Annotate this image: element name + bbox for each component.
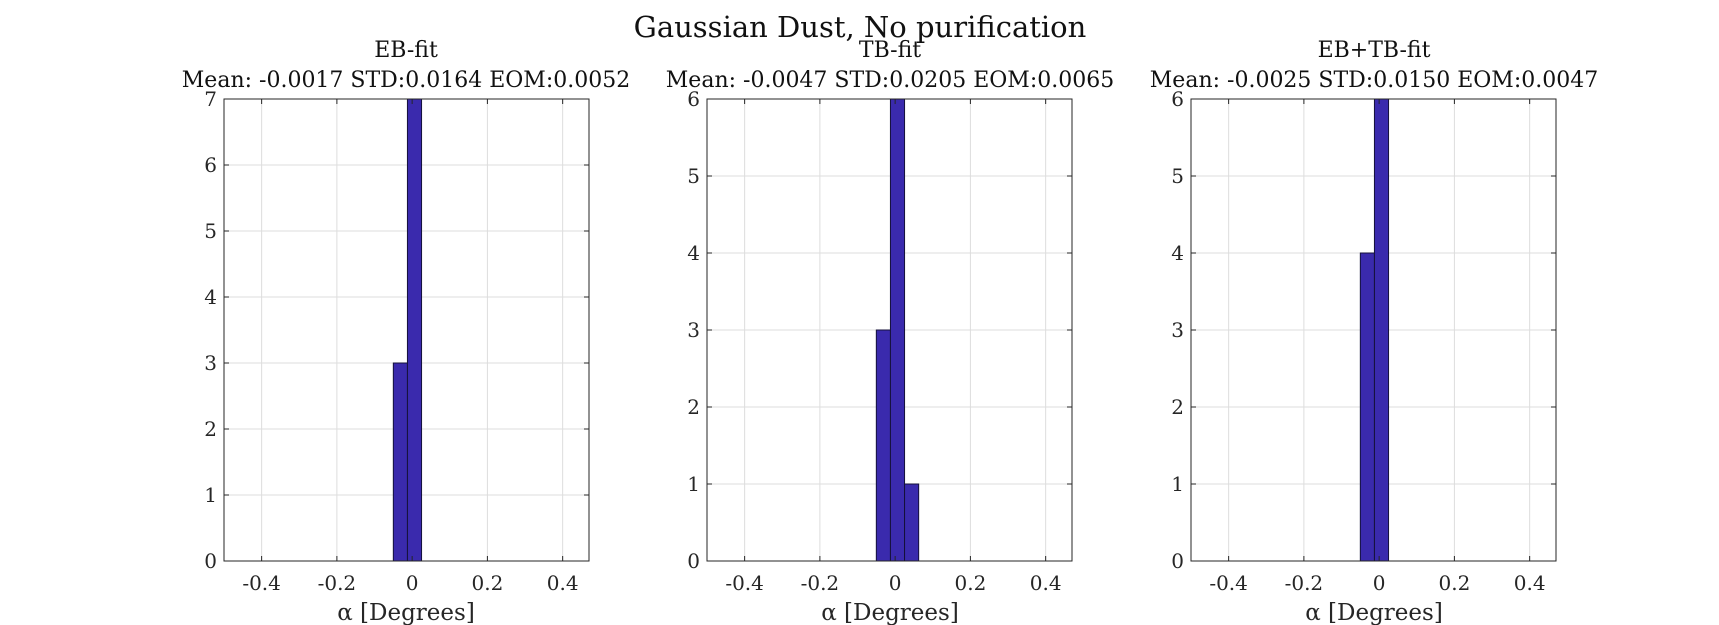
y-tick-label: 5	[687, 164, 700, 188]
panel-title: EB+TB-fit	[1318, 38, 1431, 63]
histogram-bar	[889, 98, 906, 562]
y-tick-label: 4	[1171, 241, 1184, 265]
y-tick-label: 4	[204, 285, 217, 309]
y-tick-label: 6	[1171, 87, 1184, 111]
x-tick-label: 0.2	[471, 571, 503, 595]
panel-tb-fit: TB-fit Mean: -0.0047 STD:0.0205 EOM:0.00…	[666, 38, 1114, 625]
x-tick-label: -0.2	[801, 571, 840, 595]
x-tick-label: -0.2	[318, 571, 357, 595]
panel-stats: Mean: -0.0025 STD:0.0150 EOM:0.0047	[1150, 68, 1598, 93]
y-tick-label: 1	[1171, 472, 1184, 496]
histogram-bar	[1373, 98, 1390, 562]
x-tick-label: 0.2	[1438, 571, 1470, 595]
histogram-bar	[392, 362, 408, 562]
x-tick-label: 0.4	[1514, 571, 1546, 595]
x-tick-label: 0	[406, 571, 419, 595]
y-tick-label: 2	[1171, 395, 1184, 419]
y-tick-label: 1	[204, 483, 217, 507]
panel-title: EB-fit	[374, 38, 438, 63]
histogram-bar	[904, 483, 920, 562]
x-tick-label: -0.4	[242, 571, 281, 595]
y-tick-label: 0	[687, 549, 700, 573]
x-tick-label: 0.2	[954, 571, 986, 595]
panel-title: TB-fit	[859, 38, 921, 63]
histogram-bar	[406, 98, 423, 562]
x-tick-label: 0	[889, 571, 902, 595]
figure-title: Gaussian Dust, No purification	[634, 10, 1087, 44]
y-tick-label: 7	[204, 87, 217, 111]
y-tick-label: 5	[1171, 164, 1184, 188]
panel-eb-fit: EB-fit Mean: -0.0017 STD:0.0164 EOM:0.00…	[182, 38, 630, 625]
y-tick-label: 3	[687, 318, 700, 342]
x-axis-label: α [Degrees]	[337, 600, 475, 625]
plot-frame	[223, 98, 590, 562]
x-tick-label: -0.4	[1209, 571, 1248, 595]
y-tick-label: 3	[204, 351, 217, 375]
y-tick-label: 0	[204, 549, 217, 573]
y-tick-label: 3	[1171, 318, 1184, 342]
x-tick-label: -0.4	[725, 571, 764, 595]
y-tick-label: 2	[687, 395, 700, 419]
y-tick-label: 2	[204, 417, 217, 441]
histogram-bar	[1359, 252, 1375, 562]
y-tick-label: 1	[687, 472, 700, 496]
x-tick-label: 0.4	[1030, 571, 1062, 595]
panel-eb-tb-fit: EB+TB-fit Mean: -0.0025 STD:0.0150 EOM:0…	[1150, 38, 1598, 625]
y-tick-label: 4	[687, 241, 700, 265]
y-tick-label: 6	[687, 87, 700, 111]
panel-stats: Mean: -0.0047 STD:0.0205 EOM:0.0065	[666, 68, 1114, 93]
y-tick-label: 6	[204, 153, 217, 177]
x-tick-label: 0	[1373, 571, 1386, 595]
x-tick-label: -0.2	[1285, 571, 1324, 595]
x-tick-label: 0.4	[547, 571, 579, 595]
x-axis-label: α [Degrees]	[821, 600, 959, 625]
y-tick-label: 5	[204, 219, 217, 243]
y-tick-label: 0	[1171, 549, 1184, 573]
x-axis-label: α [Degrees]	[1305, 600, 1443, 625]
histogram-bar	[875, 329, 891, 562]
panel-stats: Mean: -0.0017 STD:0.0164 EOM:0.0052	[182, 68, 630, 93]
